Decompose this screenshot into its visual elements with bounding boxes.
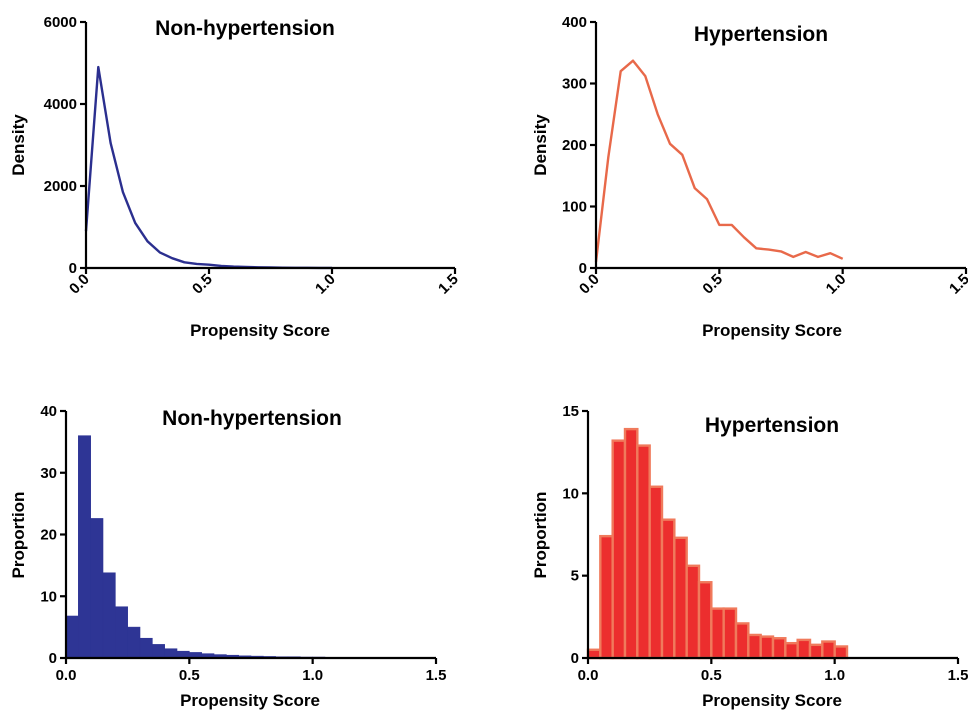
y-tick-label: 0: [571, 650, 579, 667]
x-tick-label: 1.0: [302, 667, 323, 684]
histogram-bar: [611, 439, 627, 660]
histogram-bar: [697, 581, 713, 660]
histogram-bar: [648, 485, 664, 660]
histogram-bar: [152, 644, 165, 659]
y-tick-label: 100: [562, 199, 587, 216]
x-axis-label: Propensity Score: [702, 321, 842, 340]
histogram-bar: [78, 435, 91, 659]
y-tick-label: 15: [562, 403, 579, 420]
chart-title: Non-hypertension: [155, 17, 335, 40]
x-tick-label: 0.5: [701, 667, 722, 684]
histogram-bar: [586, 648, 602, 660]
histogram-bar: [636, 444, 651, 660]
y-tick-label: 400: [562, 14, 587, 31]
y-tick-label: 300: [562, 76, 587, 93]
histogram-bar: [771, 637, 787, 660]
y-tick-label: 0: [69, 260, 77, 277]
x-tick-label: 0.5: [179, 667, 200, 684]
chart-title: Hypertension: [694, 23, 828, 46]
chart-title: Hypertension: [705, 414, 839, 437]
histogram-bar: [65, 615, 79, 659]
x-tick-label: 0.5: [699, 271, 726, 298]
y-tick-label: 10: [40, 588, 57, 605]
x-tick-label: 1.5: [435, 271, 462, 298]
histogram-bar: [115, 606, 128, 659]
histogram-bar: [722, 607, 738, 660]
histogram-bar: [808, 643, 824, 660]
density-line: [84, 65, 332, 270]
histogram-bar: [821, 640, 836, 660]
histogram-bar: [90, 518, 104, 659]
histogram-bar: [623, 427, 639, 660]
x-tick-label: 1.5: [426, 667, 447, 684]
y-tick-label: 40: [40, 403, 57, 420]
panel-histogram-hypertension: Hypertension Proportion Propensity Score…: [531, 403, 968, 710]
y-tick-label: 0: [49, 650, 57, 667]
x-axis-label: Propensity Score: [180, 691, 320, 710]
histogram-bar: [102, 572, 116, 659]
x-axis-label: Propensity Score: [702, 691, 842, 710]
density-line: [594, 59, 844, 263]
histogram-bar: [734, 622, 750, 660]
y-axis-label: Proportion: [531, 492, 550, 579]
x-tick-label: 1.0: [823, 271, 850, 298]
x-tick-label: 1.0: [312, 271, 339, 298]
x-tick-label: 1.0: [824, 667, 845, 684]
y-axis-label: Density: [531, 114, 550, 176]
histogram-bar: [833, 645, 849, 660]
histogram-bar: [710, 607, 725, 660]
histogram-bar: [759, 635, 775, 660]
y-tick-label: 30: [40, 465, 57, 482]
x-axis-label: Propensity Score: [190, 321, 330, 340]
histogram-bar: [673, 536, 688, 660]
y-tick-label: 10: [562, 485, 579, 502]
histogram-bar: [139, 637, 153, 659]
panel-histogram-non-hypertension: Non-hypertension Proportion Propensity S…: [9, 403, 446, 710]
histogram-bar: [127, 626, 141, 659]
histogram-bar: [796, 638, 812, 660]
x-tick-label: 0.0: [56, 667, 77, 684]
panel-density-hypertension: Hypertension Density Propensity Score 0 1…: [531, 14, 968, 340]
histogram-bar: [685, 564, 701, 660]
y-axis-label: Proportion: [9, 492, 28, 579]
y-tick-label: 4000: [44, 96, 77, 113]
histogram-bar: [784, 641, 799, 660]
y-tick-label: 5: [571, 568, 579, 585]
x-tick-label: 0.0: [578, 667, 599, 684]
y-tick-label: 20: [40, 527, 57, 544]
x-tick-label: 1.5: [948, 667, 968, 684]
y-tick-label: 0: [579, 260, 587, 277]
x-tick-label: 1.5: [946, 271, 968, 298]
y-tick-label: 6000: [44, 14, 77, 31]
y-tick-label: 200: [562, 137, 587, 154]
histogram-bar: [747, 633, 762, 660]
histogram-bar: [164, 648, 178, 659]
x-tick-label: 0.5: [189, 271, 216, 298]
histogram-bar: [660, 518, 676, 660]
y-axis-label: Density: [9, 114, 28, 176]
panel-density-non-hypertension: Non-hypertension Density Propensity Scor…: [9, 14, 462, 340]
histogram-bar: [599, 534, 614, 660]
y-tick-label: 2000: [44, 178, 77, 195]
chart-title: Non-hypertension: [162, 407, 342, 430]
